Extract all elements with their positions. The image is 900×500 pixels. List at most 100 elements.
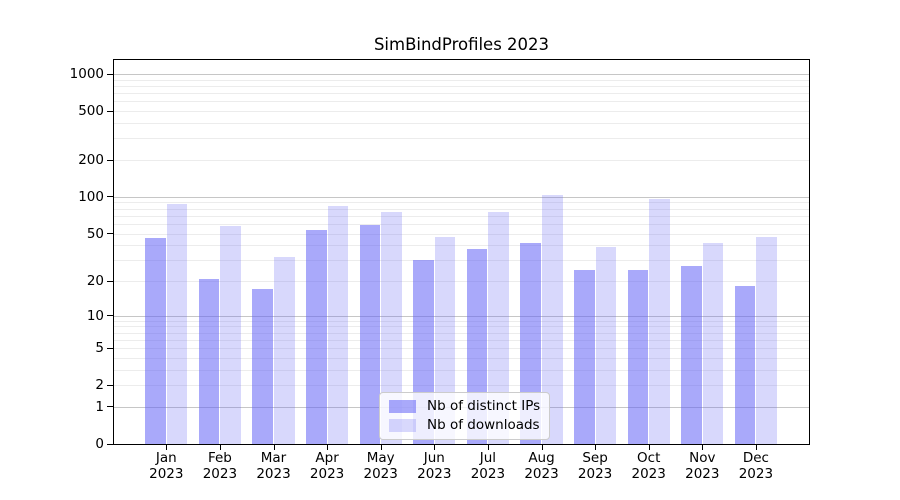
x-tick-month: Jan [155,450,177,466]
bar-distinct-ips-apr [305,230,327,444]
x-tick-year: 2023 [631,465,666,482]
y-gridline-minor [114,86,809,87]
y-tick-mark [107,384,113,386]
x-tick-month: Mar [260,450,287,466]
y-tick-label: 2 [95,377,104,394]
legend: Nb of distinct IPs Nb of downloads [379,392,551,440]
bar-downloads-aug [542,194,563,444]
y-gridline-minor [114,369,809,371]
y-gridline-major [114,315,809,317]
legend-item: Nb of downloads [389,418,540,433]
x-tick-mark [434,445,436,450]
x-tick-mark [648,445,650,450]
bar-distinct-ips-may [359,224,381,444]
x-tick-mark [702,445,704,450]
y-tick-label: 5 [95,340,104,357]
y-tick-mark [107,315,113,317]
y-tick-label: 10 [86,307,104,324]
plot-area [113,59,810,445]
x-tick-month: Oct [637,450,661,466]
y-tick-label: 1000 [69,66,104,82]
x-tick-mark [380,445,382,450]
y-gridline-minor [114,223,809,225]
y-gridline-minor [114,123,809,124]
bar-distinct-ips-dec [734,286,756,444]
x-tick-label: Dec 2023 [724,450,788,482]
x-tick-label: May 2023 [349,450,413,482]
legend-label: Nb of downloads [427,417,540,433]
bar-distinct-ips-mar [252,289,273,444]
bar-downloads-jan [166,203,188,444]
bar-distinct-ips-jan [145,237,166,444]
bar-downloads-mar [274,256,295,444]
y-gridline-minor [114,339,809,341]
x-tick-label: Apr 2023 [295,450,359,482]
x-tick-year: 2023 [202,465,238,482]
y-gridline-minor [114,79,809,81]
y-gridline-minor [114,138,809,140]
legend-label: Nb of distinct IPs [427,398,541,414]
bar-downloads-jul [488,212,510,444]
y-gridline-minor [114,385,809,387]
y-gridline-minor [114,93,809,95]
x-tick-mark [755,445,757,450]
bar-distinct-ips-nov [681,265,702,444]
x-tick-label: Aug 2023 [510,450,574,482]
y-tick-mark [107,73,113,75]
bar-distinct-ips-oct [627,269,649,444]
y-gridline-minor [114,202,809,204]
chart-title: SimBindProfiles 2023 [373,35,550,54]
y-gridline-major [114,74,809,75]
y-gridline-major [114,196,809,198]
bar-downloads-oct [649,199,670,444]
bar-downloads-sep [595,246,617,444]
x-tick-year: 2023 [470,465,506,482]
legend-swatch [389,419,416,432]
y-gridline-minor [114,101,809,103]
x-tick-month: Jun [423,450,445,466]
x-tick-mark [219,445,221,450]
x-tick-label: Oct 2023 [617,450,681,482]
x-tick-month: Aug [528,450,555,466]
y-gridline-minor [114,348,809,350]
y-tick-mark [107,406,113,408]
y-tick-mark [107,110,113,112]
y-tick-mark [107,280,113,282]
x-tick-year: 2023 [363,465,398,482]
y-gridline-minor [114,281,809,282]
y-tick-label: 100 [78,188,104,205]
x-tick-month: May [366,450,395,466]
x-tick-label: Jun 2023 [402,450,466,482]
y-gridline-minor [114,260,809,262]
x-tick-year: 2023 [256,465,291,482]
x-tick-mark [166,445,168,450]
legend-item: Nb of distinct IPs [389,399,540,414]
x-tick-year: 2023 [417,465,452,482]
x-tick-month: Nov [689,450,716,466]
y-tick-label: 200 [78,152,104,168]
y-tick-label: 20 [86,273,104,289]
x-tick-month: Jul [479,450,497,466]
y-gridline-minor [114,215,809,217]
x-tick-month: Dec [742,450,769,466]
x-tick-label: Jul 2023 [456,450,520,482]
x-tick-year: 2023 [738,465,774,482]
y-gridline-minor [114,326,809,328]
y-gridline-minor [114,160,809,161]
x-tick-mark [487,445,489,450]
x-tick-label: Sep 2023 [563,450,627,482]
y-tick-label: 1 [95,398,104,415]
x-tick-month: Sep [582,450,608,466]
x-tick-mark [273,445,275,450]
bar-downloads-nov [702,242,724,444]
x-tick-label: Mar 2023 [242,450,306,482]
x-tick-month: Apr [315,450,339,466]
x-tick-label: Jan 2023 [134,450,198,482]
x-tick-mark [595,445,597,450]
y-tick-mark [107,159,113,161]
x-tick-month: Feb [207,450,232,466]
x-tick-year: 2023 [524,465,559,482]
x-tick-label: Feb 2023 [188,450,252,482]
bar-downloads-feb [220,225,242,444]
